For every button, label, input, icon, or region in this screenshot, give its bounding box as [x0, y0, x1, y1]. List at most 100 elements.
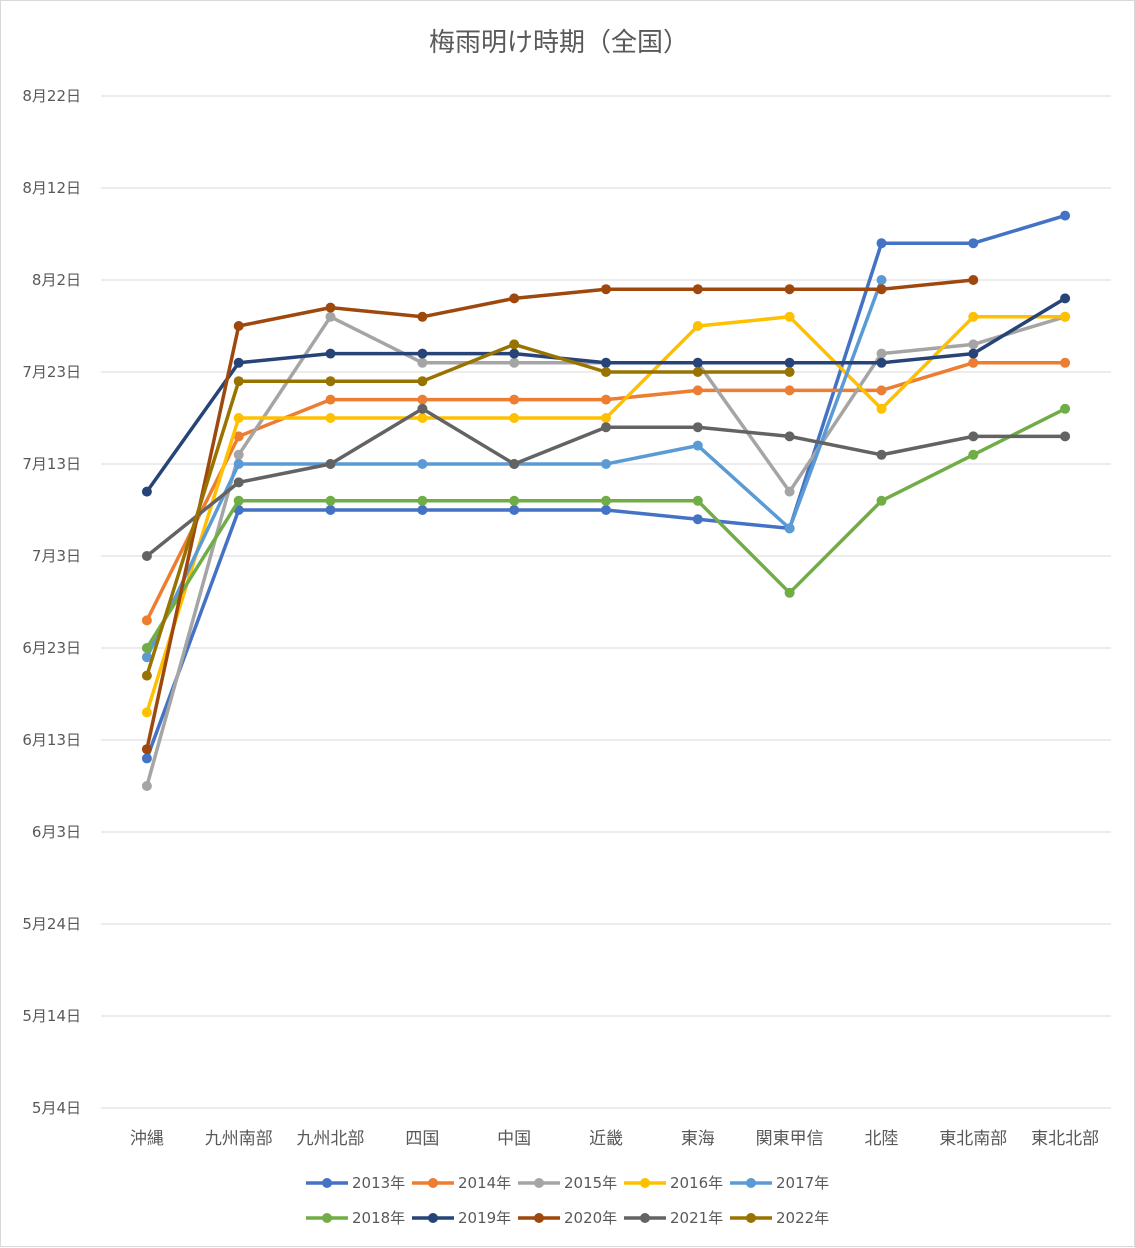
legend-swatch-marker	[534, 1178, 544, 1188]
data-point	[692, 321, 703, 331]
legend-swatch-marker	[428, 1178, 438, 1188]
data-point	[141, 652, 152, 663]
legend-item: 2014年	[412, 1174, 511, 1192]
legend-item: 2022年	[730, 1209, 829, 1227]
data-point	[417, 403, 428, 414]
legend-item: 2018年	[306, 1209, 405, 1227]
legend-label: 2016年	[670, 1174, 723, 1192]
legend-item: 2020年	[518, 1209, 617, 1227]
x-tick-label: 九州南部	[205, 1129, 273, 1149]
legend-swatch-marker	[428, 1213, 438, 1223]
legend-swatch-marker	[322, 1178, 332, 1188]
legend-swatch-marker	[640, 1178, 650, 1188]
data-point	[601, 413, 611, 423]
data-point	[141, 753, 152, 764]
data-point	[601, 357, 611, 368]
data-point	[784, 523, 795, 534]
series-3	[141, 311, 1071, 718]
data-point	[784, 587, 795, 598]
data-point	[141, 643, 152, 653]
x-tick-label: 東北北部	[1031, 1129, 1099, 1149]
data-point	[325, 495, 336, 506]
data-point	[509, 505, 520, 515]
data-point	[141, 615, 152, 626]
data-point	[417, 311, 428, 322]
legend-item: 2019年	[412, 1209, 511, 1227]
y-tick-label: 5月14日	[22, 1007, 81, 1025]
legend-label: 2022年	[776, 1209, 829, 1227]
legend-label: 2015年	[564, 1174, 617, 1192]
data-point	[509, 413, 520, 423]
data-point	[325, 348, 336, 359]
x-tick-label: 九州北部	[297, 1129, 365, 1149]
legend-swatch-marker	[534, 1213, 544, 1223]
series-line	[145, 278, 976, 751]
data-point	[417, 459, 428, 469]
data-point	[784, 284, 795, 295]
series-line	[145, 315, 1067, 788]
data-point	[233, 459, 244, 469]
legend-item: 2017年	[730, 1174, 829, 1192]
data-point	[233, 376, 244, 387]
y-tick-label: 5月24日	[22, 915, 81, 933]
series-8	[141, 403, 1071, 561]
series-0	[141, 210, 1071, 764]
data-point	[601, 394, 611, 405]
data-point	[968, 449, 979, 460]
data-point	[876, 385, 887, 396]
data-point	[876, 238, 887, 249]
data-point	[509, 357, 520, 368]
y-axis-ticks: 5月4日 5月14日 5月24日 6月3日 6月13日 6月23日 7月3日 7月13日 7月2…	[22, 87, 81, 1117]
y-tick-label: 7月3日	[32, 547, 81, 565]
data-point	[1060, 403, 1071, 414]
x-tick-label: 関東甲信	[756, 1129, 824, 1149]
data-point	[692, 495, 703, 506]
data-point	[417, 348, 428, 359]
data-point	[233, 357, 244, 368]
data-point	[509, 459, 520, 469]
data-point	[141, 486, 152, 497]
data-point	[509, 348, 520, 359]
data-point	[325, 311, 336, 322]
data-point	[141, 781, 152, 791]
x-tick-label: 中国	[497, 1129, 531, 1149]
data-point	[876, 275, 887, 285]
data-point	[601, 284, 611, 295]
series-2	[141, 311, 1071, 791]
data-point	[417, 376, 428, 387]
data-point	[692, 514, 703, 525]
x-tick-label: 沖縄	[130, 1129, 164, 1149]
data-point	[233, 431, 244, 442]
legend-label: 2017年	[776, 1174, 829, 1192]
data-point	[233, 321, 244, 331]
legend-item: 2015年	[518, 1174, 617, 1192]
series-line	[145, 342, 792, 678]
data-point	[233, 477, 244, 488]
data-point	[692, 284, 703, 295]
legend-label: 2020年	[564, 1209, 617, 1227]
series-6	[141, 293, 1071, 497]
data-point	[141, 551, 152, 561]
data-point	[876, 403, 887, 414]
series-line	[145, 213, 1067, 761]
data-point	[968, 431, 979, 442]
data-point	[1060, 431, 1071, 442]
x-tick-label: 四国	[405, 1129, 439, 1149]
data-point	[1060, 293, 1071, 304]
data-point	[692, 440, 703, 451]
chart-title: 梅雨明け時期（全国）	[429, 28, 689, 58]
data-point	[784, 357, 795, 368]
y-tick-label: 5月4日	[32, 1099, 81, 1117]
data-point	[968, 238, 979, 249]
legend-swatch-marker	[746, 1178, 756, 1188]
data-point	[417, 495, 428, 506]
y-tick-label: 8月22日	[22, 87, 81, 105]
y-tick-label: 8月12日	[22, 179, 81, 197]
y-tick-label: 6月3日	[32, 823, 81, 841]
data-point	[601, 495, 611, 506]
data-point	[325, 505, 336, 515]
data-point	[1060, 311, 1071, 322]
legend-label: 2014年	[458, 1174, 511, 1192]
data-point	[876, 357, 887, 368]
